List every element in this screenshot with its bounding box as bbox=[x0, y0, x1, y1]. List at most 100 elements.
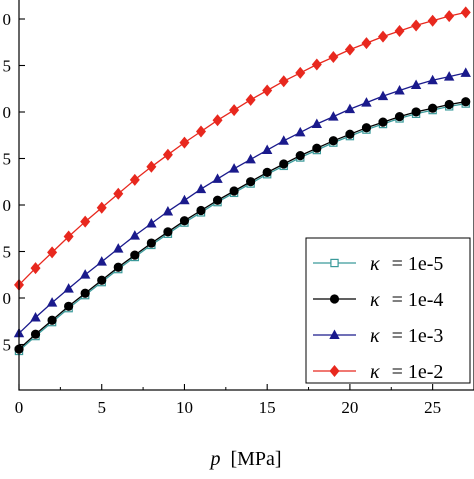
legend-symbol: κ bbox=[370, 253, 380, 275]
data-point bbox=[146, 238, 156, 248]
legend-symbol: κ bbox=[370, 289, 380, 311]
data-point bbox=[345, 129, 355, 139]
data-point bbox=[46, 297, 58, 307]
x-tick-label: 10 bbox=[176, 398, 193, 417]
data-point bbox=[361, 123, 372, 133]
data-point bbox=[311, 118, 323, 129]
data-point bbox=[444, 10, 455, 23]
data-point bbox=[427, 74, 438, 85]
x-tick-label: 5 bbox=[97, 398, 106, 417]
data-point bbox=[162, 148, 173, 161]
x-tick-label: 0 bbox=[15, 398, 24, 417]
x-axis-label-unit: [MPa] bbox=[230, 448, 281, 470]
data-point bbox=[262, 84, 273, 97]
data-point bbox=[328, 111, 339, 121]
data-point bbox=[96, 201, 107, 214]
data-point bbox=[278, 75, 289, 88]
data-point bbox=[428, 103, 438, 113]
data-point bbox=[179, 216, 190, 226]
x-axis-label: p [MPa] bbox=[208, 448, 281, 470]
data-point bbox=[262, 167, 272, 177]
y-tick-label: 0 bbox=[3, 103, 12, 122]
data-point bbox=[196, 205, 206, 216]
plot-frame bbox=[18, 0, 474, 391]
data-point bbox=[229, 186, 239, 196]
data-point bbox=[361, 97, 372, 107]
legend-value: = 1e-2 bbox=[392, 361, 444, 383]
legend-entry: κ = 1e-2 bbox=[313, 361, 443, 383]
y-tick-label: 5 bbox=[3, 243, 12, 262]
data-point bbox=[163, 227, 173, 237]
data-point bbox=[443, 71, 455, 81]
y-tick-label: 0 bbox=[3, 196, 12, 215]
data-point bbox=[278, 135, 289, 145]
data-point bbox=[461, 97, 471, 107]
data-point bbox=[30, 329, 41, 339]
series-line bbox=[18, 102, 466, 352]
data-point bbox=[47, 246, 58, 259]
legend-symbol: κ bbox=[370, 325, 380, 347]
data-point bbox=[394, 111, 405, 122]
data-point bbox=[212, 195, 223, 205]
data-point bbox=[344, 43, 355, 56]
data-point bbox=[179, 136, 190, 149]
legend-entry: κ = 1e-3 bbox=[313, 325, 443, 347]
data-point bbox=[146, 160, 157, 173]
data-point bbox=[361, 37, 372, 50]
data-point bbox=[328, 51, 339, 64]
data-point bbox=[63, 283, 74, 293]
data-point bbox=[30, 311, 41, 322]
legend-symbol: κ bbox=[370, 361, 380, 383]
data-point bbox=[229, 104, 240, 117]
y-tick-label: 5 bbox=[3, 150, 12, 169]
data-point bbox=[279, 159, 289, 169]
y-tick-label: 0 bbox=[3, 289, 12, 308]
data-point bbox=[460, 6, 471, 19]
data-point bbox=[30, 262, 41, 275]
series-line bbox=[18, 101, 466, 350]
data-point bbox=[162, 205, 174, 216]
data-point bbox=[47, 315, 57, 325]
data-point bbox=[79, 269, 91, 279]
data-point bbox=[410, 79, 422, 89]
data-point bbox=[113, 262, 123, 272]
data-point bbox=[64, 301, 74, 311]
data-point bbox=[212, 173, 223, 183]
data-point bbox=[97, 275, 107, 285]
data-point bbox=[377, 90, 389, 101]
data-point bbox=[96, 256, 107, 266]
legend-marker bbox=[330, 258, 339, 268]
data-point bbox=[129, 230, 141, 240]
legend: κ = 1e-5 κ = 1e-4 κ = 1e-3 κ = 1e-2 bbox=[305, 237, 471, 384]
data-point bbox=[427, 14, 438, 27]
data-point bbox=[228, 163, 240, 173]
legend-marker bbox=[329, 294, 340, 304]
legend-value: = 1e-4 bbox=[392, 289, 444, 311]
data-point bbox=[295, 66, 306, 79]
data-point bbox=[63, 230, 74, 243]
data-point bbox=[129, 173, 140, 186]
y-tick-label: 5 bbox=[3, 336, 12, 355]
data-point bbox=[295, 151, 305, 161]
data-point bbox=[113, 187, 124, 200]
data-point bbox=[411, 19, 422, 32]
series-3 bbox=[13, 67, 471, 338]
legend-entry: κ = 1e-4 bbox=[313, 289, 443, 311]
series-2 bbox=[14, 97, 471, 354]
data-point bbox=[328, 136, 338, 146]
data-point bbox=[444, 99, 454, 110]
legend-entry: κ = 1e-5 bbox=[313, 253, 443, 275]
data-point bbox=[295, 126, 306, 137]
data-point bbox=[261, 144, 273, 155]
data-point bbox=[344, 103, 356, 114]
data-point bbox=[130, 250, 140, 260]
legend-marker bbox=[329, 365, 340, 377]
x-tick-label: 20 bbox=[341, 398, 358, 417]
data-point bbox=[146, 218, 157, 228]
data-point bbox=[179, 194, 190, 205]
x-tick-label: 25 bbox=[424, 398, 441, 417]
legend-label: κ = 1e-4 bbox=[370, 289, 443, 311]
data-point bbox=[311, 58, 322, 71]
